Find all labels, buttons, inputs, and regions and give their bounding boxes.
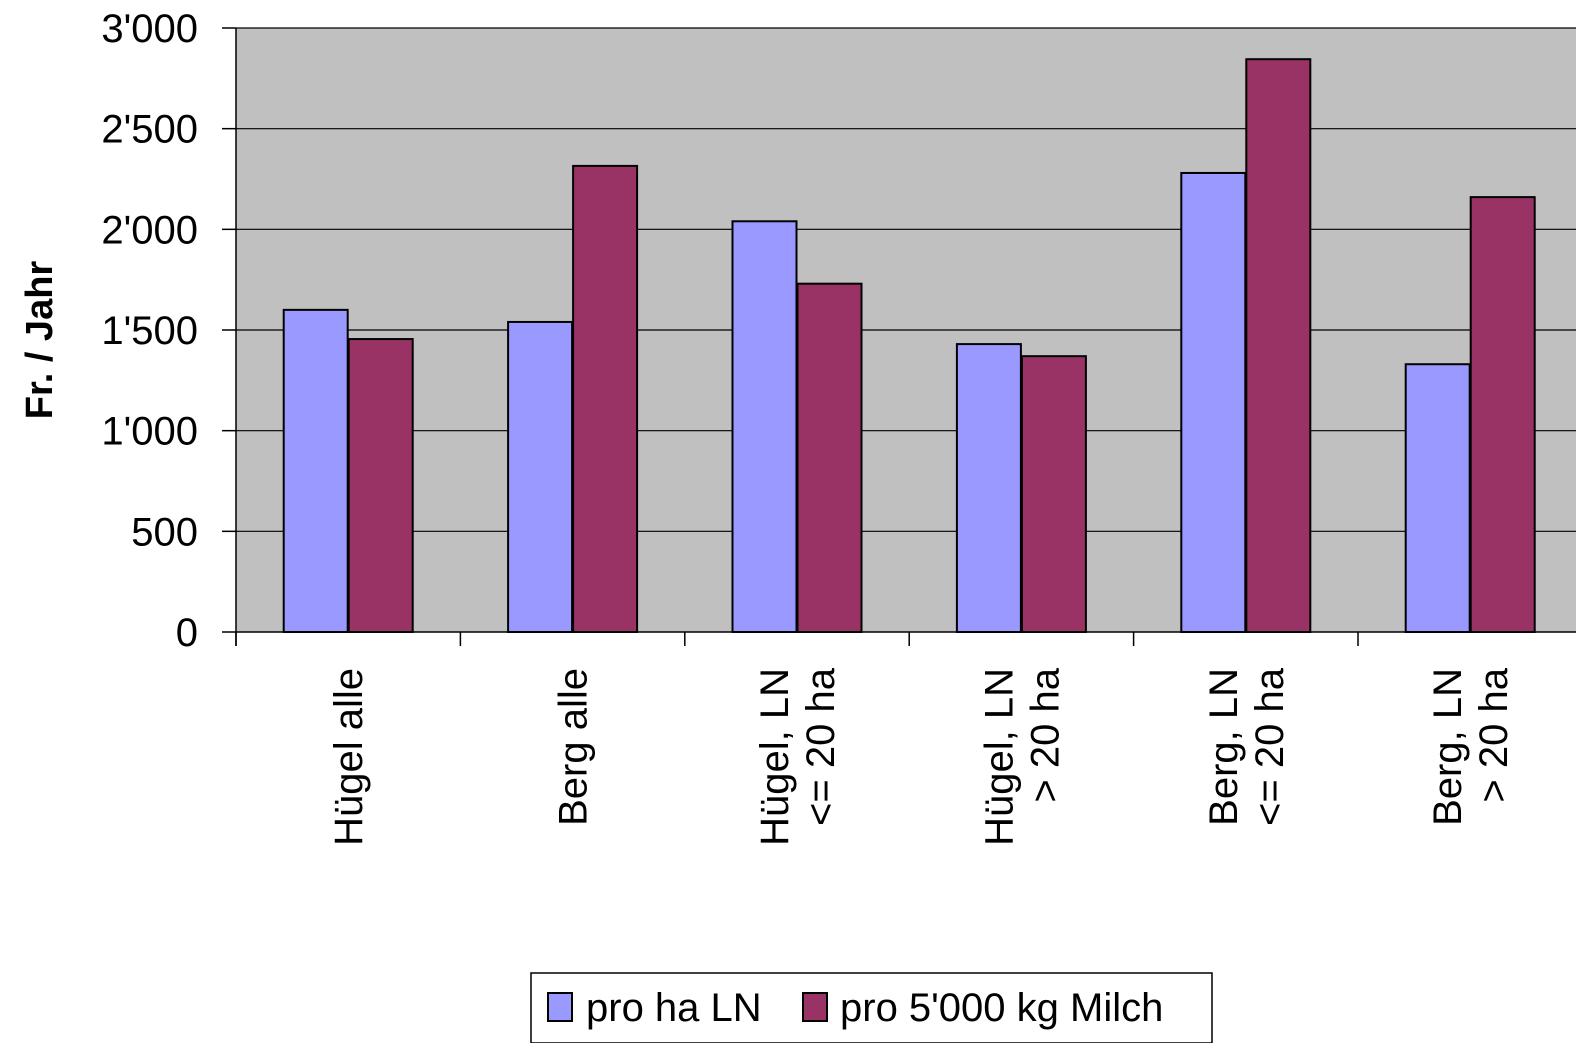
- category-label: Hügel alle: [327, 668, 371, 846]
- y-tick-label: 1'500: [101, 309, 198, 353]
- legend-swatch-series-2: [802, 992, 828, 1022]
- y-tick-label: 3'000: [101, 7, 198, 51]
- category-label: Hügel, LN: [753, 668, 797, 846]
- bar-series-1-cat-4: [955, 343, 1022, 633]
- category-label: Hügel, LN: [977, 668, 1021, 846]
- legend-label-series-2: pro 5'000 kg Milch: [840, 986, 1163, 1030]
- category-label: <= 20 ha: [1248, 667, 1292, 826]
- bar-series-1-cat-3: [731, 220, 798, 633]
- bar-series-2-cat-1: [347, 338, 414, 633]
- category-label: Berg, LN: [1426, 668, 1470, 826]
- bar-series-1-cat-6: [1404, 363, 1471, 633]
- legend-swatch-series-1: [547, 992, 573, 1022]
- bars: [282, 58, 1536, 634]
- category-label: <= 20 ha: [799, 667, 843, 826]
- bar-series-1-cat-5: [1180, 171, 1247, 634]
- y-tick-label: 2'500: [101, 108, 198, 152]
- gridlines: [236, 27, 1576, 532]
- bar-series-1-cat-1: [282, 308, 349, 633]
- y-tick-label: 0: [176, 611, 198, 655]
- y-tick-label: 1'000: [101, 410, 198, 454]
- y-tick-label: 500: [131, 510, 198, 554]
- bar-series-1-cat-2: [507, 320, 574, 633]
- bar-series-2-cat-6: [1469, 196, 1536, 633]
- category-label: > 20 ha: [1472, 667, 1516, 802]
- bar-series-2-cat-2: [572, 164, 639, 633]
- category-label: Berg, LN: [1202, 668, 1246, 826]
- legend: pro ha LN pro 5'000 kg Milch: [530, 972, 1213, 1043]
- axes: [222, 27, 1576, 646]
- y-tick-label: 2'000: [101, 208, 198, 252]
- category-labels: Hügel alle Berg alle Hügel, LN <= 20 ha Hüge…: [327, 667, 1516, 846]
- bar-series-2-cat-3: [796, 282, 863, 633]
- y-axis-label: Fr. / Jahr: [19, 261, 61, 420]
- category-label: > 20 ha: [1023, 667, 1067, 802]
- bar-series-2-cat-4: [1020, 355, 1087, 633]
- legend-box: [530, 972, 1213, 1043]
- bar-series-2-cat-5: [1245, 58, 1312, 633]
- category-label: Berg alle: [552, 668, 596, 826]
- y-tick-labels: 0 500 1'000 1'500 2'000 2'500 3'000: [101, 7, 198, 655]
- legend-label-series-1: pro ha LN: [586, 986, 762, 1030]
